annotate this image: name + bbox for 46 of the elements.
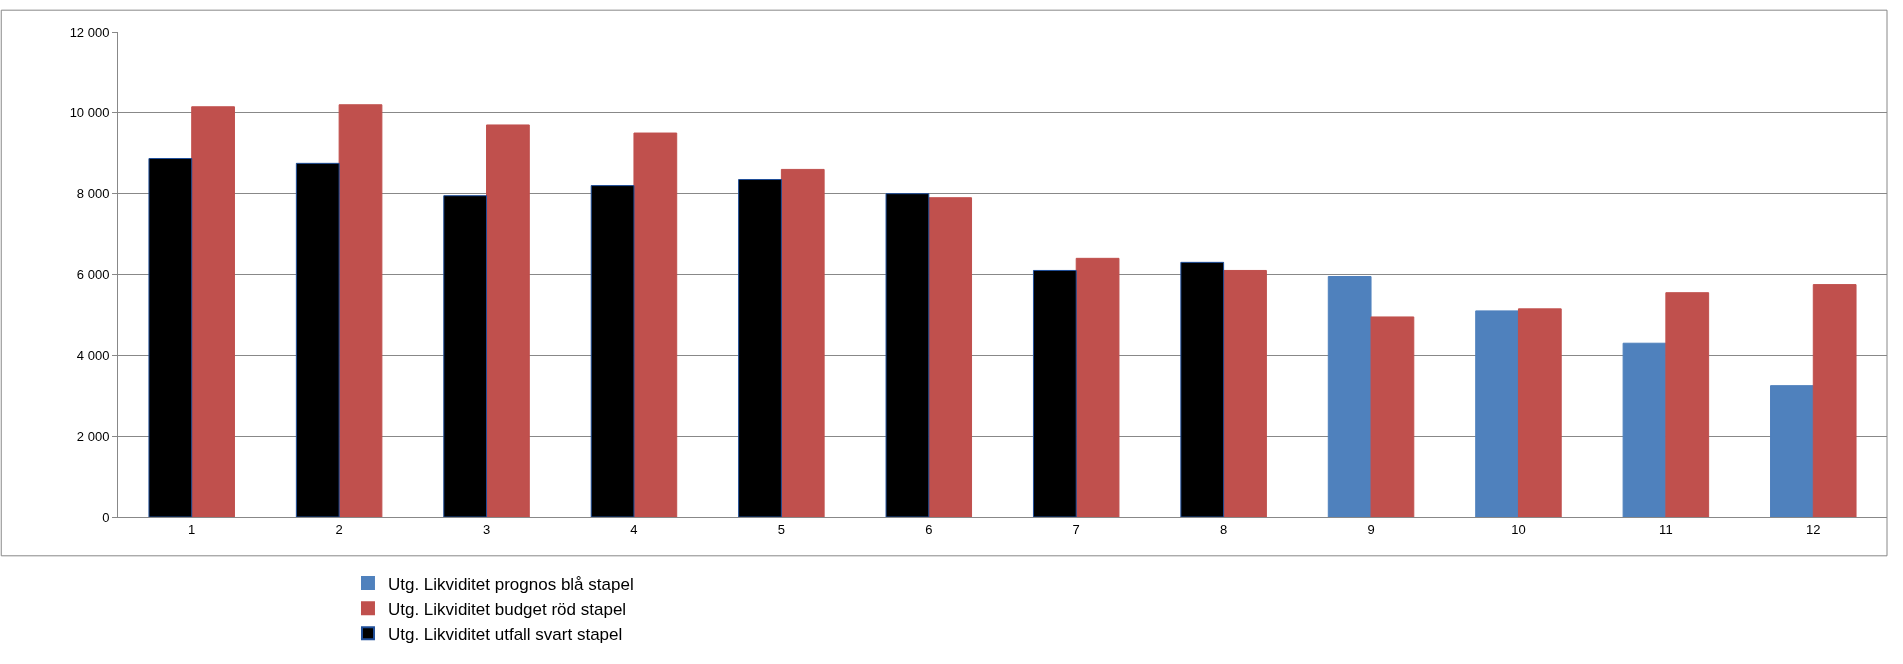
y-tick-label: 2 000: [76, 428, 110, 444]
legend-label: Utg. Likviditet prognos blå stapel: [387, 574, 634, 594]
y-tick-label: 0: [102, 509, 110, 525]
bar: [590, 185, 635, 517]
bar: [1517, 308, 1562, 517]
bar: [295, 162, 340, 517]
bar: [633, 132, 678, 517]
x-tick-label: 2: [335, 521, 343, 537]
x-tick-label: 8: [1220, 521, 1228, 537]
x-tick-label: 9: [1367, 521, 1375, 537]
y-tick-label: 10 000: [69, 105, 110, 121]
bar: [738, 179, 782, 517]
x-tick-label: 6: [925, 521, 933, 537]
bar: [1475, 310, 1519, 517]
x-tick-label: 12: [1806, 521, 1821, 537]
x-tick-label: 10: [1511, 521, 1526, 537]
y-tick-label: 8 000: [76, 186, 110, 202]
bar: [1180, 261, 1225, 517]
bar: [1622, 342, 1667, 517]
bar: [1812, 284, 1857, 517]
bar: [885, 193, 930, 517]
y-tick-label: 12 000: [69, 24, 110, 40]
bar: [1665, 292, 1710, 517]
bar: [1223, 269, 1267, 517]
bar: [191, 106, 235, 517]
y-tick-label: 4 000: [76, 347, 110, 363]
x-tick-label: 4: [630, 521, 638, 537]
bar: [780, 168, 825, 517]
bar: [338, 104, 383, 517]
bar: [1075, 257, 1120, 517]
x-tick-label: 1: [188, 521, 196, 537]
bar: [1770, 385, 1814, 517]
bar: [928, 197, 973, 517]
x-tick-label: 7: [1072, 521, 1080, 537]
bar: [1327, 276, 1372, 517]
x-tick-label: 3: [482, 521, 491, 537]
bar: [443, 195, 488, 517]
x-tick-label: 11: [1659, 521, 1673, 537]
legend-label: Utg. Likviditet utfall svart stapel: [387, 624, 623, 644]
legend-label: Utg. Likviditet budget röd stapel: [387, 599, 627, 619]
bar: [148, 158, 193, 517]
y-tick-label: 6 000: [76, 267, 110, 283]
x-tick-label: 5: [777, 521, 785, 537]
bar: [1370, 316, 1415, 517]
bar: [1032, 269, 1077, 517]
bar: [486, 124, 530, 517]
